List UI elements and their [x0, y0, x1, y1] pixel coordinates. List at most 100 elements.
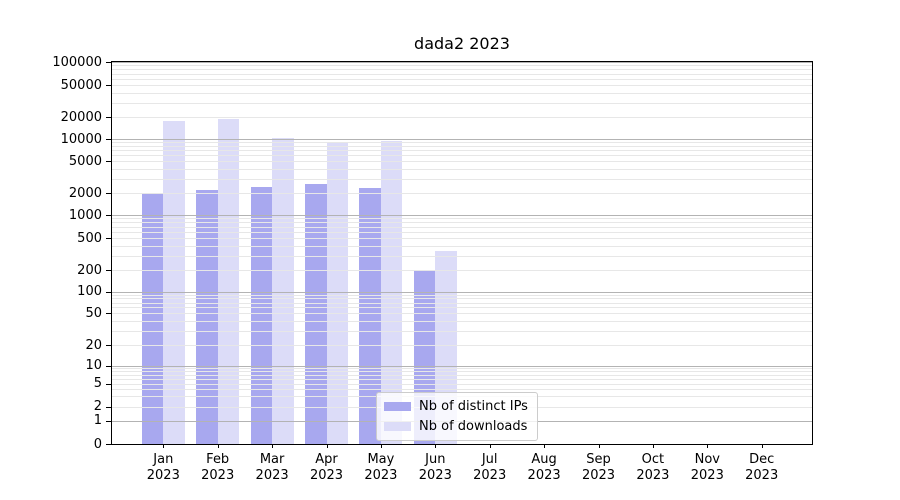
- y-axis-tick-label: 20000: [60, 109, 102, 125]
- gridline-2000: [112, 193, 812, 194]
- gridline-30: [112, 330, 812, 332]
- legend-item-distinct-ips: Nb of distinct IPs: [384, 398, 528, 415]
- y-axis-tick-label: 5: [93, 376, 102, 391]
- x-axis-tick: [272, 444, 274, 448]
- x-axis-tick: [544, 444, 546, 448]
- gridline-1000: [112, 215, 812, 216]
- bar-distinct-ips-mar: [250, 186, 273, 444]
- gridline-4000: [112, 168, 812, 170]
- y-axis-tick-label: 100000: [52, 54, 102, 70]
- gridline-800: [112, 222, 812, 224]
- x-axis-tick: [380, 444, 382, 448]
- x-axis-tick: [707, 444, 709, 448]
- bar-downloads-jan: [163, 121, 185, 444]
- gridline-100: [112, 291, 812, 293]
- gridline-6: [112, 378, 812, 380]
- gridline-90000: [112, 65, 812, 67]
- y-axis-tick: [106, 365, 111, 367]
- gridline-60: [112, 307, 812, 309]
- gridline-60000: [112, 78, 812, 80]
- y-axis-tick: [106, 161, 111, 162]
- x-axis-tick-label: Aug 2023: [527, 452, 561, 483]
- gridline-7000: [112, 150, 812, 152]
- gridline-20: [112, 345, 812, 346]
- y-axis-tick: [106, 291, 111, 293]
- y-axis-tick-label: 0: [93, 436, 102, 452]
- x-axis-tick-label: Nov 2023: [690, 452, 724, 483]
- gridline-500: [112, 238, 812, 239]
- gridline-3000: [112, 178, 812, 180]
- x-axis-tick-label: Feb 2023: [201, 452, 235, 483]
- y-axis-tick: [106, 345, 111, 346]
- y-axis-tick-label: 20: [85, 337, 102, 353]
- x-axis-tick-label: Jul 2023: [473, 452, 507, 483]
- y-axis-tick: [106, 270, 111, 271]
- y-axis-tick-label: 100: [77, 284, 102, 299]
- gridline-40000: [112, 92, 812, 94]
- y-axis-tick: [106, 313, 111, 314]
- x-axis-tick-label: Apr 2023: [309, 452, 344, 483]
- chart-title: dada2 2023: [414, 34, 510, 53]
- bar-distinct-ips-may: [359, 188, 381, 444]
- y-axis-tick: [106, 383, 111, 385]
- gridline-40: [112, 320, 812, 322]
- plot-area: Nb of distinct IPs Nb of downloads: [111, 61, 813, 445]
- gridline-4: [112, 389, 812, 391]
- bar-distinct-ips-feb: [196, 189, 218, 444]
- y-axis-tick: [106, 444, 111, 445]
- y-axis-tick-label: 50: [85, 305, 102, 321]
- gridline-30000: [112, 102, 812, 104]
- y-axis-tick: [106, 215, 111, 216]
- y-axis-tick: [106, 406, 111, 408]
- bar-downloads-apr: [326, 143, 348, 444]
- gridline-300: [112, 255, 812, 257]
- y-axis-tick: [106, 62, 111, 63]
- x-axis-tick-label: Jan 2023: [146, 452, 180, 483]
- gridline-70000: [112, 73, 812, 75]
- legend: Nb of distinct IPs Nb of downloads: [376, 392, 538, 441]
- gridline-200: [112, 270, 812, 271]
- gridline-9: [112, 368, 812, 370]
- x-axis-tick: [163, 444, 165, 448]
- gridline-8: [112, 371, 812, 373]
- y-axis-tick-label: 1: [93, 413, 102, 428]
- y-axis-tick-label: 50000: [60, 77, 102, 93]
- gridline-5000: [112, 161, 812, 162]
- x-axis-tick: [598, 444, 600, 448]
- y-axis-tick-label: 5000: [68, 153, 102, 169]
- x-axis-tick-label: May 2023: [364, 452, 398, 483]
- x-axis-tick: [435, 444, 437, 448]
- gridline-70: [112, 302, 812, 304]
- y-axis-tick-label: 1000: [68, 207, 102, 223]
- y-axis-tick: [106, 117, 111, 118]
- y-axis-tick-label: 10000: [60, 131, 102, 147]
- gridline-10: [112, 365, 812, 367]
- gridline-10000: [112, 139, 812, 140]
- gridline-600: [112, 231, 812, 233]
- x-axis-tick: [217, 444, 219, 448]
- gridline-6000: [112, 155, 812, 157]
- y-axis-tick-label: 2: [93, 399, 102, 414]
- x-axis-tick-label: Jun 2023: [418, 452, 452, 483]
- gridline-7: [112, 374, 812, 376]
- bar-downloads-mar: [272, 138, 294, 444]
- y-axis-tick-label: 2000: [68, 185, 102, 201]
- y-axis-tick: [106, 139, 111, 140]
- y-axis-tick: [106, 85, 111, 86]
- x-axis-tick: [761, 444, 763, 448]
- legend-label-downloads: Nb of downloads: [419, 419, 528, 434]
- gridline-9000: [112, 142, 812, 144]
- bar-downloads-feb: [217, 118, 240, 444]
- y-axis-tick-label: 500: [77, 230, 102, 246]
- gridline-100000: [112, 62, 812, 63]
- x-axis-tick-label: Oct 2023: [636, 452, 670, 483]
- gridline-900: [112, 218, 812, 220]
- legend-label-distinct-ips: Nb of distinct IPs: [419, 399, 528, 414]
- gridline-80000: [112, 69, 812, 71]
- legend-item-downloads: Nb of downloads: [384, 418, 528, 435]
- x-axis-tick: [652, 444, 654, 448]
- gridline-80: [112, 298, 812, 300]
- gridline-90: [112, 294, 812, 296]
- legend-swatch-downloads: [384, 422, 411, 431]
- y-axis-tick: [106, 193, 111, 194]
